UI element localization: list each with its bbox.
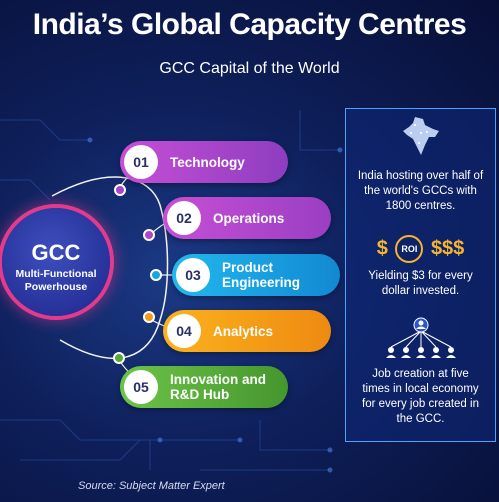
dollar-right: $$$ [430, 237, 465, 260]
item-number: 03 [176, 258, 210, 292]
connector-arc [51, 176, 169, 359]
fact-job-creation: Job creation at five times in local econ… [362, 368, 479, 425]
item-label: Analytics [213, 323, 274, 339]
connector-dot [150, 269, 162, 281]
hub-subtitle: Multi-Functional Powerhouse [15, 268, 97, 293]
fact-gcc-count: India hosting over half of the world's G… [357, 170, 484, 212]
gcc-hub-circle: GCC Multi-Functional Powerhouse [2, 208, 110, 316]
item-number: 05 [124, 370, 158, 404]
people-network-icon [386, 317, 456, 358]
item-label: Product Engineering [222, 260, 301, 290]
item-label: Technology [170, 154, 245, 170]
roi-dollar-icon: $ ROI $$$ [346, 235, 495, 263]
source-note: Source: Subject Matter Expert [78, 480, 225, 492]
item-analytics: 04 Analytics [163, 310, 331, 352]
item-label: Innovation and R&D Hub [170, 372, 266, 402]
hub-title: GCC [31, 240, 81, 265]
connector-dot [143, 311, 155, 323]
item-label: Operations [213, 210, 285, 226]
india-map-icon [403, 117, 439, 155]
connector-dot [114, 184, 126, 196]
dollar-left: $ [376, 237, 388, 260]
item-number: 01 [124, 145, 158, 179]
page-subtitle: GCC Capital of the World [159, 60, 340, 77]
item-innovation: 05 Innovation and R&D Hub [120, 366, 288, 408]
item-technology: 01 Technology [120, 141, 288, 183]
item-number: 04 [167, 314, 201, 348]
fact-roi: Yielding $3 for every dollar invested. [368, 270, 473, 297]
item-operations: 02 Operations [163, 197, 331, 239]
item-product-engineering: 03 Product Engineering [172, 254, 340, 296]
facts-panel: India hosting over half of the world's G… [345, 108, 496, 442]
connector-dot [113, 352, 125, 364]
roi-circle: ROI [395, 235, 424, 263]
page-title: India’s Global Capacity Centres [32, 8, 467, 41]
item-number: 02 [167, 201, 201, 235]
connector-dot [143, 229, 155, 241]
